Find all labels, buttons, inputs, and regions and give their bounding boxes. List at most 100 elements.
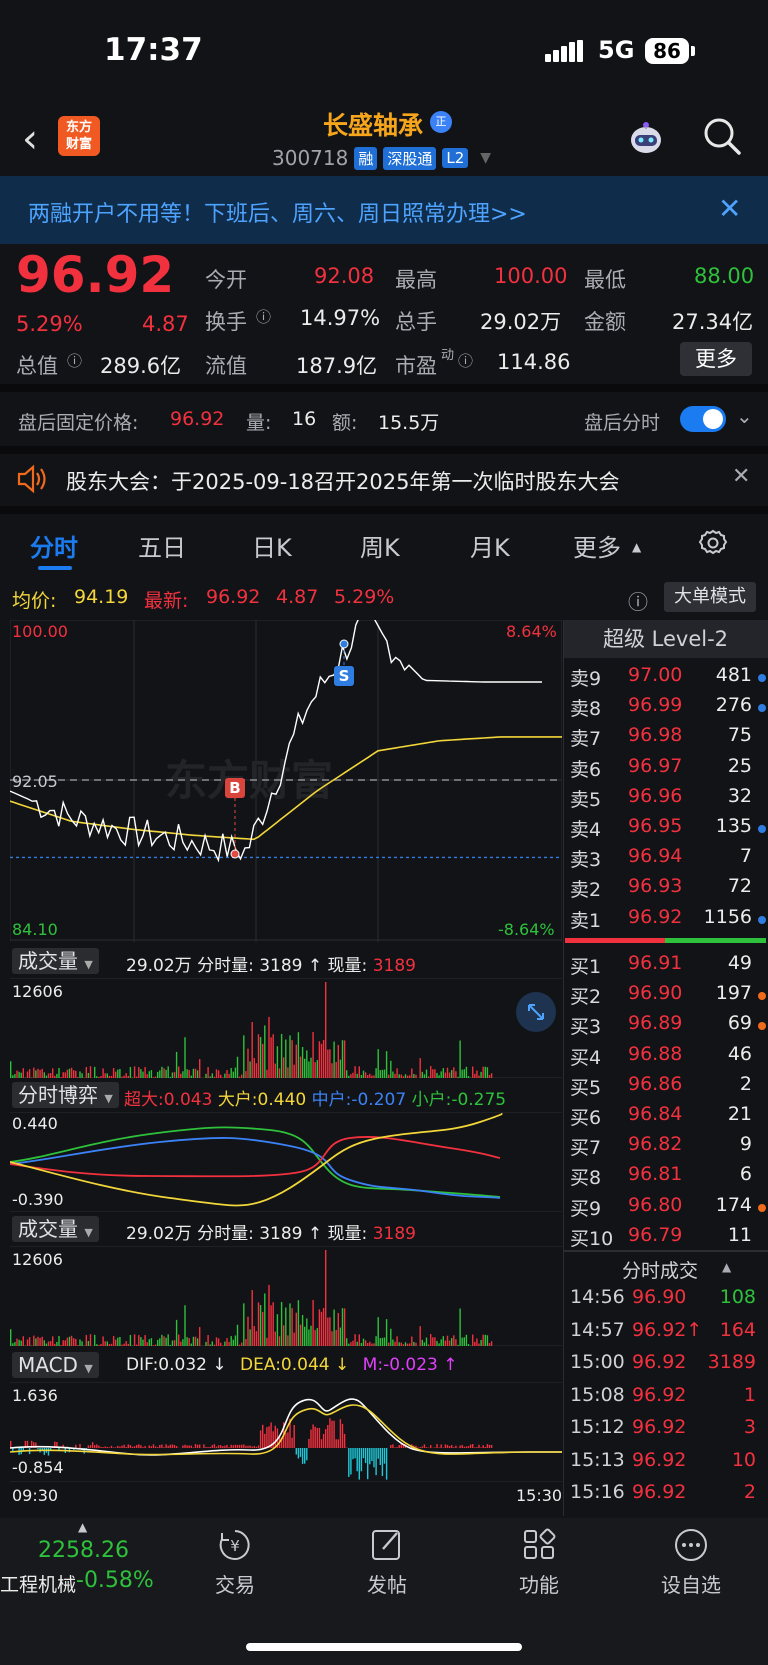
- tab-more[interactable]: 更多: [573, 534, 621, 562]
- ask-volume: 32: [727, 784, 752, 807]
- after-hours-toggle[interactable]: [680, 406, 726, 432]
- volume-bar: [62, 1340, 64, 1346]
- info-icon[interactable]: ⓘ: [67, 352, 83, 370]
- volume-bar: [440, 1071, 442, 1078]
- stock-name[interactable]: 长盛轴承: [0, 106, 768, 142]
- app-logo[interactable]: 东方 财富: [58, 116, 100, 156]
- bid-row[interactable]: 买1 96.91 49: [570, 952, 766, 982]
- ask-order-dot-icon: [758, 915, 766, 924]
- ask-row[interactable]: 卖4 96.95 135: [570, 815, 766, 845]
- volume-bar: [140, 1069, 142, 1078]
- more-button[interactable]: 更多: [680, 342, 752, 376]
- volume-bar: [190, 1343, 192, 1346]
- bid-row[interactable]: 买2 96.90 197: [570, 982, 766, 1012]
- tab-five-day[interactable]: 五日: [138, 534, 186, 562]
- expand-button[interactable]: [516, 992, 556, 1032]
- volume-indicator-dropdown[interactable]: 成交量 ▼: [12, 948, 99, 974]
- bid-level-label: 买4: [570, 1046, 602, 1069]
- volume-bar: [346, 1338, 348, 1346]
- info-icon[interactable]: ⓘ: [458, 352, 474, 370]
- macd-bar: [316, 1427, 318, 1448]
- tab-week-k[interactable]: 周K: [360, 534, 400, 562]
- volume-bar: [119, 1336, 121, 1346]
- promo-banner[interactable]: [0, 176, 768, 244]
- volume-bar: [381, 1069, 384, 1078]
- macd-bar: [94, 1445, 96, 1448]
- stock-code-line[interactable]: 300718 融 深股通 L2 ▼: [272, 146, 491, 170]
- search-icon[interactable]: [702, 116, 742, 156]
- tab-month-k[interactable]: 月K: [470, 534, 510, 562]
- help-icon[interactable]: ⓘ: [628, 590, 648, 614]
- tab-day-k[interactable]: 日K: [252, 534, 292, 562]
- robot-assistant-icon[interactable]: [626, 118, 666, 158]
- trades-title[interactable]: 分时成交: [622, 1260, 699, 1282]
- dropdown-caret-icon[interactable]: ▼: [480, 150, 492, 166]
- ask-row[interactable]: 卖2 96.93 72: [570, 875, 766, 905]
- bid-row[interactable]: 买4 96.88 46: [570, 1043, 766, 1073]
- small-value: -0.275: [451, 1090, 507, 1110]
- bid-row[interactable]: 买3 96.89 69: [570, 1012, 766, 1042]
- volume-bar: [264, 1293, 266, 1346]
- close-icon[interactable]: ✕: [718, 192, 742, 225]
- bid-row[interactable]: 买9 96.80 174: [570, 1194, 766, 1224]
- volume-bar: [228, 1073, 230, 1078]
- index-value[interactable]: 2258.26: [38, 1538, 129, 1563]
- volume-bar: [115, 1339, 117, 1346]
- volume-bar: [379, 1338, 381, 1346]
- nav-watchlist[interactable]: 设自选: [636, 1527, 746, 1598]
- volume-bar: [194, 1336, 197, 1346]
- volume-bar: [274, 1063, 276, 1078]
- time-axis-start: 09:30: [12, 1486, 59, 1505]
- ask-row[interactable]: 卖1 96.92 1156: [570, 906, 766, 936]
- volume-bar: [20, 1340, 22, 1346]
- bid-row[interactable]: 买5 96.86 2: [570, 1073, 766, 1103]
- ask-volume: 135: [715, 815, 752, 837]
- big-order-mode-button[interactable]: 大单模式: [664, 582, 756, 612]
- tab-fenshi[interactable]: 分时: [30, 534, 78, 562]
- level2-header[interactable]: 超级 Level-2: [563, 620, 768, 658]
- index-name[interactable]: 工程机械: [0, 1574, 77, 1596]
- ask-row[interactable]: 卖5 96.96 32: [570, 785, 766, 815]
- macd-bar: [110, 1445, 113, 1448]
- network-type: 5G: [598, 36, 635, 64]
- buy-marker[interactable]: [225, 778, 245, 798]
- promo-banner-text[interactable]: 两融开户不用等！下班后、周六、周日照常办理>>: [28, 202, 527, 227]
- volume-bar: [16, 1070, 18, 1078]
- ask-order-dot-icon: [758, 825, 766, 833]
- nav-post[interactable]: 发帖: [332, 1527, 442, 1598]
- nav-functions[interactable]: 功能: [484, 1527, 594, 1598]
- volume-bar: [104, 1073, 106, 1078]
- close-icon[interactable]: ✕: [732, 464, 751, 489]
- macd-indicator-dropdown[interactable]: MACD ▼: [12, 1352, 99, 1378]
- volume-bar: [425, 1069, 428, 1078]
- bid-row[interactable]: 买8 96.81 6: [570, 1163, 766, 1193]
- nav-trade[interactable]: ¥ 交易: [180, 1527, 290, 1598]
- ask-row[interactable]: 卖7 96.98 75: [570, 724, 766, 754]
- volume-indicator-dropdown-2[interactable]: 成交量 ▼: [12, 1216, 99, 1242]
- settings-gear-icon[interactable]: [698, 528, 728, 558]
- bid-row[interactable]: 买7 96.82 9: [570, 1133, 766, 1163]
- volume-bar: [215, 1069, 218, 1078]
- boyi-indicator-dropdown[interactable]: 分时博弈 ▼: [12, 1082, 119, 1108]
- volume-bar: [98, 1076, 100, 1078]
- macd-bar: [398, 1445, 400, 1448]
- ask-row[interactable]: 卖6 96.97 25: [570, 755, 766, 785]
- volume-bar: [383, 1069, 386, 1078]
- bid-row[interactable]: 买6 96.84 21: [570, 1103, 766, 1133]
- ask-row[interactable]: 卖9 97.00 481: [570, 664, 766, 694]
- intraday-chart[interactable]: 东方财富 B S: [10, 620, 562, 942]
- boyi-panel-info: 超大:0.043 大户:0.440 中户:-0.207 小户:-0.275: [124, 1085, 506, 1110]
- bid-price: 96.82: [628, 1133, 683, 1156]
- trade-price: 96.92: [632, 1448, 687, 1471]
- sell-marker[interactable]: [334, 666, 354, 686]
- ask-row[interactable]: 卖8 96.99 276: [570, 694, 766, 724]
- info-icon[interactable]: ⓘ: [256, 308, 272, 326]
- volume-bar: [474, 1073, 476, 1078]
- index-pct[interactable]: -0.58%: [76, 1568, 154, 1593]
- bid-row[interactable]: 买10 96.79 11: [570, 1224, 766, 1254]
- chevron-down-icon[interactable]: ⌄: [736, 404, 753, 428]
- ask-row[interactable]: 卖3 96.94 7: [570, 845, 766, 875]
- back-icon[interactable]: ‹: [22, 116, 38, 162]
- notice-text[interactable]: 股东大会：于2025-09-18召开2025年第一次临时股东大会: [66, 470, 620, 494]
- collapse-caret-icon[interactable]: ▲: [722, 1260, 732, 1274]
